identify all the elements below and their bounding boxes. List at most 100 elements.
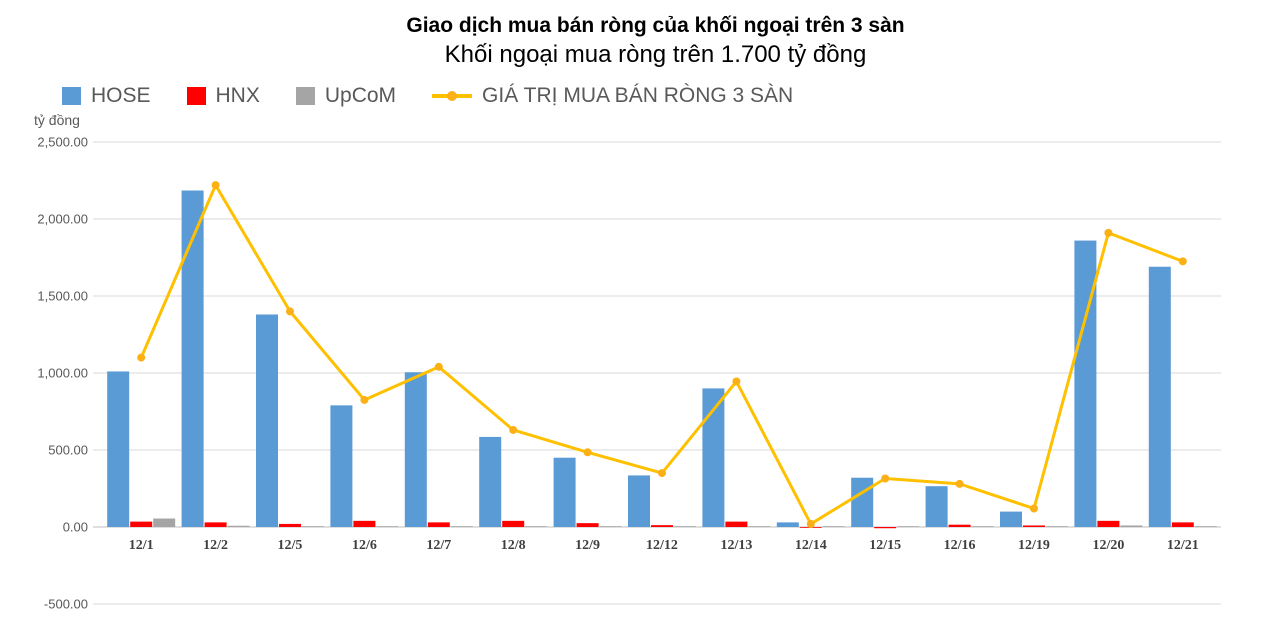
x-tick-label: 12/9 bbox=[575, 538, 600, 553]
hose-swatch-icon bbox=[62, 87, 81, 105]
legend-label-hnx: HNX bbox=[215, 84, 260, 107]
legend-item-net-value-line: GIÁ TRỊ MUA BÁN RÒNG 3 SÀN bbox=[432, 84, 793, 108]
bar-upcom-12/6 bbox=[376, 526, 399, 527]
bar-upcom-12/2 bbox=[227, 525, 250, 527]
upcom-swatch-icon bbox=[295, 87, 315, 105]
page-title: Giao dịch mua bán ròng của khối ngoại tr… bbox=[406, 14, 905, 37]
legend-label-upcom: UpCoM bbox=[324, 84, 397, 107]
y-tick-label: 2,500.00 bbox=[37, 135, 88, 150]
bar-hose-12/20 bbox=[1074, 240, 1097, 527]
x-tick-label: 12/12 bbox=[646, 538, 678, 553]
line-marker-12/1 bbox=[137, 353, 146, 362]
line-marker-12/7 bbox=[434, 362, 443, 371]
bar-hose-12/19 bbox=[1000, 511, 1022, 527]
x-tick-label: 12/16 bbox=[944, 538, 976, 553]
bar-hnx-12/6 bbox=[353, 520, 376, 527]
line-marker-12/12 bbox=[658, 469, 666, 478]
x-tick-label: 12/1 bbox=[129, 538, 154, 553]
bar-hose-12/12 bbox=[628, 475, 650, 527]
bar-hose-12/21 bbox=[1148, 266, 1171, 527]
bar-upcom-12/14 bbox=[822, 526, 845, 527]
bar-hose-12/5 bbox=[256, 314, 278, 527]
bar-hnx-12/9 bbox=[576, 523, 599, 527]
x-tick-label: 12/14 bbox=[795, 538, 827, 553]
bar-upcom-12/15 bbox=[897, 526, 920, 527]
bar-hose-12/8 bbox=[479, 436, 502, 527]
bar-hose-12/2 bbox=[181, 190, 204, 527]
legend-item-hnx: HNX bbox=[186, 84, 260, 108]
x-tick-label: 12/7 bbox=[426, 538, 451, 553]
x-tick-label: 12/21 bbox=[1167, 538, 1199, 553]
y-tick-label: 0.00 bbox=[63, 520, 88, 535]
bar-hnx-12/19 bbox=[1023, 525, 1045, 527]
chart-header: Giao dịch mua bán ròng của khối ngoại tr… bbox=[30, 13, 1281, 70]
bar-hnx-12/20 bbox=[1097, 520, 1120, 527]
bar-upcom-12/21 bbox=[1194, 526, 1217, 527]
y-tick-label: -500.00 bbox=[44, 597, 88, 612]
bar-upcom-12/5 bbox=[302, 526, 324, 527]
x-tick-label: 12/13 bbox=[720, 538, 752, 553]
hnx-swatch-icon bbox=[186, 87, 206, 105]
bar-upcom-12/12 bbox=[674, 526, 696, 527]
bar-hnx-12/7 bbox=[427, 522, 450, 527]
line-marker-12/13 bbox=[732, 377, 741, 386]
bar-hose-12/6 bbox=[330, 405, 353, 527]
x-tick-label: 12/19 bbox=[1018, 538, 1050, 553]
bar-hnx-12/1 bbox=[130, 521, 153, 527]
legend-label-hose: HOSE bbox=[91, 84, 151, 107]
bar-hose-12/7 bbox=[404, 372, 427, 527]
bar-upcom-12/1 bbox=[153, 518, 176, 527]
legend-label-net-value-line: GIÁ TRỊ MUA BÁN RÒNG 3 SÀN bbox=[482, 84, 794, 107]
y-tick-label: 1,000.00 bbox=[37, 366, 88, 381]
line-marker-12/2 bbox=[211, 181, 220, 190]
x-tick-label: 12/2 bbox=[203, 538, 228, 553]
bar-upcom-12/9 bbox=[599, 526, 622, 527]
bar-hnx-12/16 bbox=[948, 524, 971, 527]
line-marker-12/14 bbox=[806, 519, 815, 528]
x-tick-label: 12/6 bbox=[352, 538, 377, 553]
bar-hose-12/13 bbox=[702, 388, 725, 527]
bar-upcom-12/19 bbox=[1046, 526, 1068, 527]
bar-upcom-12/7 bbox=[450, 526, 473, 527]
bar-upcom-12/20 bbox=[1120, 525, 1143, 527]
bar-hose-12/1 bbox=[107, 371, 130, 527]
line-marker-12/6 bbox=[360, 395, 369, 404]
line-marker-12/16 bbox=[955, 479, 964, 488]
line-marker-12/8 bbox=[509, 425, 518, 434]
x-tick-label: 12/8 bbox=[501, 538, 526, 553]
y-tick-label: 2,000.00 bbox=[37, 212, 88, 227]
line-marker-12/20 bbox=[1104, 228, 1113, 237]
y-tick-label: 1,500.00 bbox=[37, 289, 88, 304]
legend-item-hose: HOSE bbox=[62, 84, 151, 108]
page-subtitle: Khối ngoại mua ròng trên 1.700 tỷ đồng bbox=[444, 41, 867, 69]
legend-item-upcom: UpCoM bbox=[295, 84, 397, 108]
x-tick-label: 12/5 bbox=[278, 538, 303, 553]
bar-hnx-12/13 bbox=[725, 521, 748, 527]
bar-upcom-12/8 bbox=[525, 526, 548, 527]
bar-upcom-12/16 bbox=[971, 526, 994, 527]
x-tick-label: 12/20 bbox=[1092, 538, 1124, 553]
line-marker-12/19 bbox=[1030, 504, 1038, 513]
bar-hose-12/14 bbox=[776, 522, 799, 527]
line-swatch-dot-icon bbox=[447, 91, 458, 101]
legend: HOSE HNX UpCoM GIÁ TRỊ MUA BÁN RÒNG 3 SÀ… bbox=[62, 84, 793, 108]
bar-hnx-12/8 bbox=[502, 520, 525, 527]
y-axis-unit-label: tỷ đồng bbox=[34, 112, 80, 128]
bar-hnx-12/21 bbox=[1171, 522, 1194, 527]
bar-hose-12/16 bbox=[925, 486, 948, 527]
line-marker-12/21 bbox=[1178, 257, 1187, 266]
bar-hose-12/9 bbox=[553, 457, 576, 527]
line-marker-12/5 bbox=[286, 307, 294, 316]
line-marker-12/15 bbox=[881, 474, 890, 483]
bar-hose-12/15 bbox=[851, 477, 874, 527]
bar-hnx-12/2 bbox=[204, 522, 227, 527]
line-marker-12/9 bbox=[583, 448, 592, 457]
y-tick-label: 500.00 bbox=[48, 443, 88, 458]
bar-hnx-12/15 bbox=[874, 527, 897, 529]
bar-upcom-12/13 bbox=[748, 526, 771, 527]
bar-hnx-12/5 bbox=[279, 523, 301, 527]
bar-hnx-12/12 bbox=[651, 525, 673, 527]
x-tick-label: 12/15 bbox=[869, 538, 901, 553]
